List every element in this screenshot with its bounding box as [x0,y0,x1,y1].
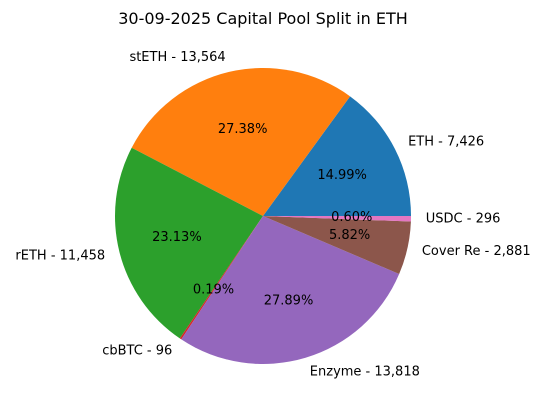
slice-label-3: cbBTC - 96 [102,344,172,359]
slice-label-0: ETH - 7,426 [408,135,484,150]
pie-slice-1 [131,67,351,217]
pie-slice-3 [179,216,263,340]
pie-slices [114,67,412,365]
slice-percent-3: 0.19% [193,282,234,297]
slice-percent-5: 5.82% [329,228,370,243]
pie-slice-2 [114,147,263,339]
pie-labels: ETH - 7,426 14.99% stETH - 13,564 27.38% rET… [15,50,530,379]
slice-percent-1: 27.38% [218,122,268,137]
slice-percent-4: 27.89% [264,294,314,309]
pie-slice-4 [181,216,400,365]
slice-label-1: stETH - 13,564 [129,50,225,65]
pie-slice-6 [263,216,412,222]
slice-label-4: Enzyme - 13,818 [310,364,420,379]
slice-percent-6: 0.60% [331,210,372,225]
chart-title: 30-09-2025 Capital Pool Split in ETH [118,9,408,28]
slice-label-6: USDC - 296 [426,212,501,227]
pie-slice-0 [263,96,411,216]
slice-label-5: Cover Re - 2,881 [422,244,531,259]
slice-label-2: rETH - 11,458 [15,248,105,263]
slice-percent-2: 23.13% [152,230,202,245]
slice-percent-0: 14.99% [317,168,367,183]
pie-slice-5 [263,216,411,275]
